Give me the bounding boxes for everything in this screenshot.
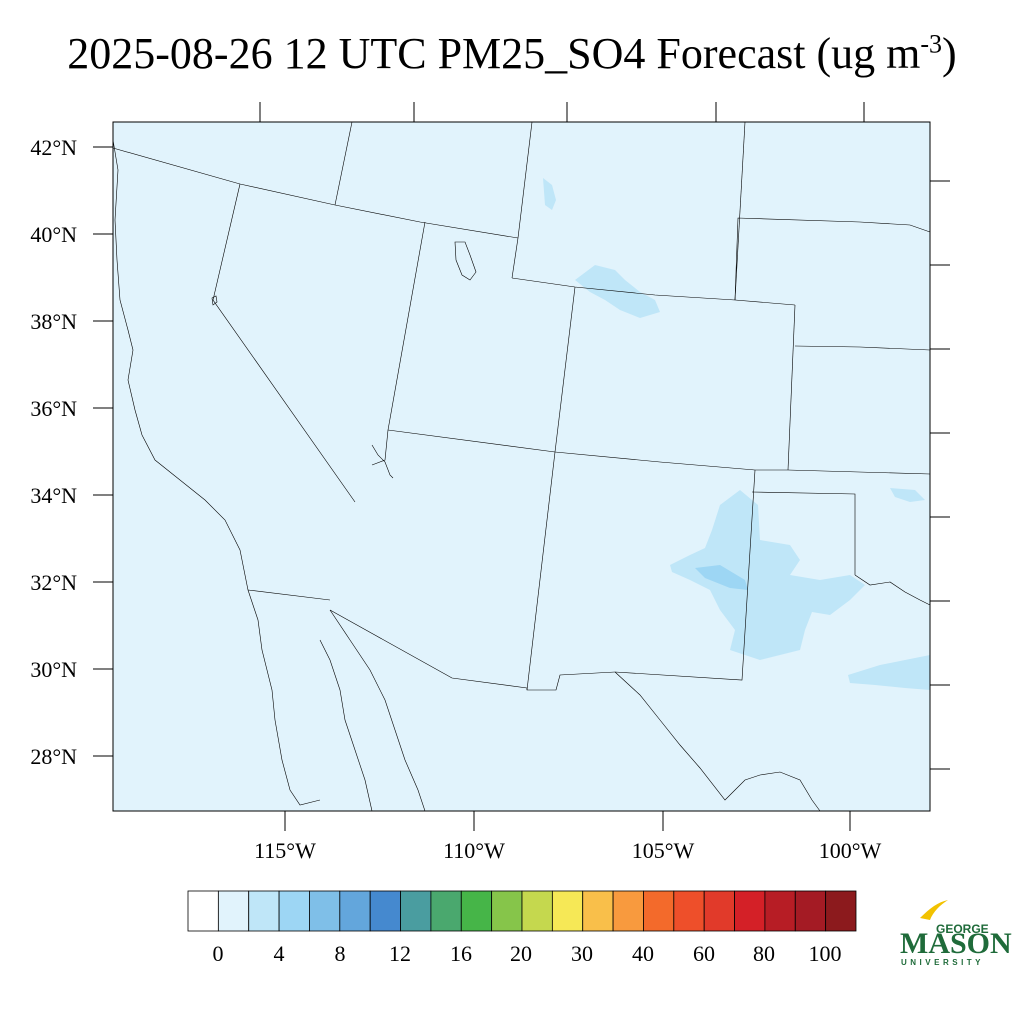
colorbar-label: 12 — [389, 941, 411, 966]
nevada-utah-border — [371, 221, 426, 466]
colorbar-swatch — [521, 890, 553, 932]
wyoming-south-border — [511, 277, 796, 306]
political-boundaries — [112, 121, 931, 812]
latitude-labels: 42°N 40°N 38°N 36°N 34°N 32°N 30°N 28°N — [30, 135, 77, 769]
lat-label: 42°N — [30, 135, 77, 160]
colorbar-swatch — [794, 890, 827, 932]
map-background — [113, 122, 930, 811]
title-close: ) — [942, 29, 957, 78]
longitude-labels: 115°W 110°W 105°W 100°W — [254, 838, 881, 863]
concentration-area-oklahoma — [890, 488, 925, 502]
colorbar-label: 4 — [274, 941, 285, 966]
lon-label: 115°W — [254, 838, 316, 863]
lat-label: 32°N — [30, 570, 77, 595]
utah-colorado-border — [554, 286, 576, 453]
logo-main-text: MASON — [900, 927, 1012, 960]
right-ticks — [930, 180, 950, 770]
wyoming-utah-border — [511, 237, 519, 279]
texas-red-river — [854, 574, 931, 606]
colorbar-swatch — [187, 890, 219, 932]
nevada-west-border — [212, 183, 356, 503]
wyoming-west-border — [517, 121, 533, 239]
colorbar-swatch — [339, 890, 371, 932]
new-mexico-texas-border — [614, 469, 756, 681]
colorbar-swatch — [309, 890, 341, 932]
colorbar-label: 16 — [450, 941, 472, 966]
colorbar-swatch — [491, 890, 523, 932]
colorbar-swatch — [551, 890, 584, 932]
nebraska-south-border — [734, 217, 931, 301]
concentration-area-texas-east — [848, 655, 930, 690]
colorbar-swatch — [369, 890, 401, 932]
lat-label: 36°N — [30, 396, 77, 421]
logo-bottom-text: UNIVERSITY — [901, 958, 984, 967]
title-text: 2025-08-26 12 UTC PM25_SO4 Forecast (ug … — [67, 29, 921, 78]
colorbar-swatch — [430, 890, 462, 932]
colorbar-label: 20 — [510, 941, 532, 966]
concentration-area-new-mexico — [670, 490, 865, 660]
colorbar-label: 80 — [753, 941, 775, 966]
lon-label: 110°W — [443, 838, 505, 863]
map-frame — [112, 121, 931, 812]
colorbar-swatch — [673, 890, 705, 932]
george-mason-logo: GEORGE MASON UNIVERSITY — [900, 900, 1012, 967]
kansas-north-border — [794, 345, 931, 351]
texas-panhandle-border — [751, 491, 856, 575]
lake-tahoe — [211, 295, 218, 306]
colorbar-swatch — [248, 890, 280, 932]
colorbar-swatch — [825, 890, 857, 932]
colorbar-swatch — [764, 890, 796, 932]
california-coastline — [112, 139, 321, 806]
colorbar-swatch — [400, 890, 432, 932]
colorbar — [187, 890, 857, 932]
longitude-ticks — [284, 811, 851, 831]
colorbar-swatch — [703, 890, 735, 932]
title-exponent: -3 — [920, 29, 943, 59]
colorado-river — [371, 444, 394, 479]
lat-label: 30°N — [30, 657, 77, 682]
lat-label: 38°N — [30, 309, 77, 334]
map-title: 2025-08-26 12 UTC PM25_SO4 Forecast (ug … — [0, 28, 1024, 79]
lat-label: 28°N — [30, 744, 77, 769]
colorbar-swatch — [734, 890, 766, 932]
logo-top-text: GEORGE — [936, 922, 989, 936]
colorbar-label: 0 — [213, 941, 224, 966]
colorbar-label: 60 — [693, 941, 715, 966]
colorbar-swatch — [582, 890, 614, 932]
california-mexico-border — [247, 589, 331, 601]
nebraska-border — [734, 121, 746, 301]
lon-label: 105°W — [632, 838, 695, 863]
concentration-shading — [543, 178, 930, 690]
four-corners-line — [387, 429, 931, 475]
arizona-new-mexico-border — [526, 451, 556, 691]
top-ticks — [259, 102, 865, 122]
arizona-mexico-border — [329, 609, 616, 691]
lat-label: 34°N — [30, 483, 77, 508]
colorbar-labels: 0 4 8 12 16 20 30 40 60 80 100 — [213, 941, 842, 966]
colorbar-label: 8 — [335, 941, 346, 966]
colorado-east-border — [787, 304, 796, 471]
rio-grande-border — [614, 671, 821, 812]
concentration-core-new-mexico — [695, 565, 748, 590]
colorbar-swatch — [612, 890, 644, 932]
lat-label: 40°N — [30, 222, 77, 247]
baja-peninsula-east — [319, 639, 373, 812]
idaho-utah-border — [334, 121, 353, 206]
colorbar-label: 100 — [809, 941, 842, 966]
lon-label: 100°W — [819, 838, 882, 863]
colorbar-label: 30 — [571, 941, 593, 966]
colorbar-swatch — [278, 890, 310, 932]
colorbar-swatch — [643, 890, 675, 932]
colorbar-swatch — [217, 890, 250, 932]
concentration-area-wyoming — [543, 178, 556, 210]
colorbar-label: 40 — [632, 941, 654, 966]
colorbar-swatch — [460, 890, 493, 932]
gulf-of-california-coast — [329, 609, 426, 812]
great-salt-lake — [454, 241, 477, 281]
latitude-ticks — [93, 146, 113, 757]
